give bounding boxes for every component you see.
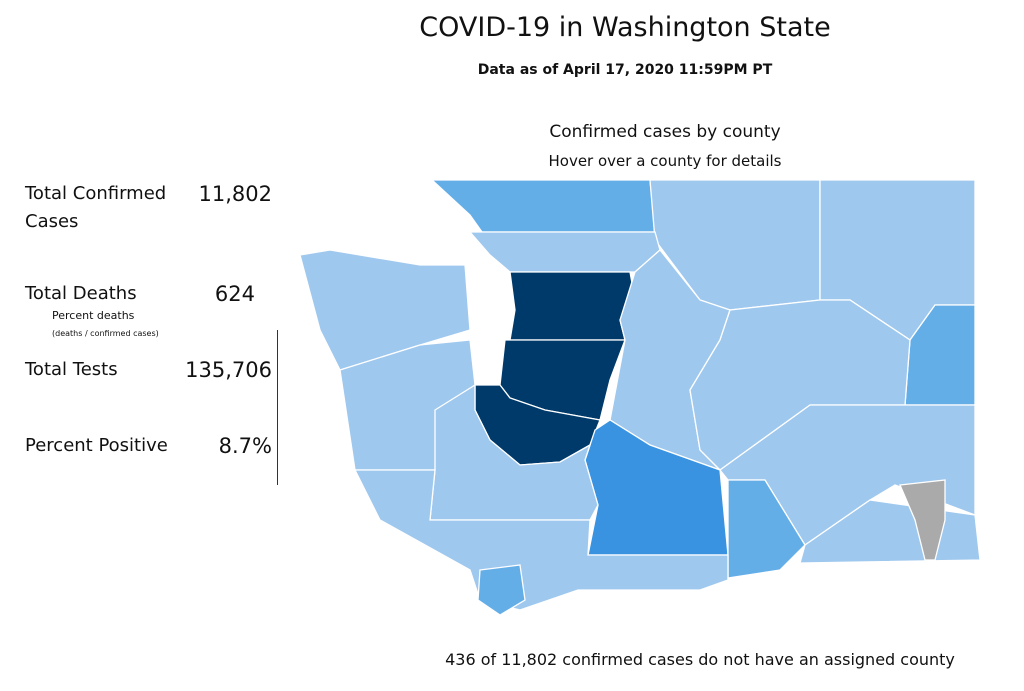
county[interactable] xyxy=(429,383,599,521)
county[interactable] xyxy=(299,249,471,371)
map-title: Confirmed cases by county xyxy=(549,122,781,142)
map-subtitle: Hover over a county for details xyxy=(548,152,782,170)
stat-label: Percent Positive xyxy=(25,435,168,456)
county[interactable] xyxy=(727,479,806,579)
subtitle: Data as of April 17, 2020 11:59PM PT xyxy=(477,62,773,78)
county[interactable] xyxy=(689,299,911,471)
county[interactable] xyxy=(477,564,526,616)
stat-label: Total Confirmed Cases xyxy=(25,183,167,232)
stat-value: 135,706 xyxy=(185,358,272,382)
county[interactable] xyxy=(904,304,976,406)
county[interactable] xyxy=(468,231,661,273)
county[interactable] xyxy=(584,419,729,556)
divider xyxy=(277,330,278,485)
stat-value: 8.7% xyxy=(218,434,272,458)
stat-note: Percent deaths xyxy=(52,309,135,322)
stat-note: (deaths / confirmed cases) xyxy=(52,329,159,338)
county[interactable] xyxy=(819,179,976,341)
footnote: 436 of 11,802 confirmed cases do not hav… xyxy=(445,650,955,669)
title: COVID-19 in Washington State xyxy=(419,12,831,43)
county[interactable] xyxy=(649,179,821,311)
county[interactable] xyxy=(899,479,946,561)
stat-label: Total Tests xyxy=(25,359,118,380)
stat-value: 11,802 xyxy=(198,182,272,206)
county[interactable] xyxy=(474,384,601,466)
county[interactable] xyxy=(499,339,626,421)
county[interactable] xyxy=(430,179,656,233)
stat-value: 624 xyxy=(214,282,255,306)
county[interactable] xyxy=(799,499,981,564)
county[interactable] xyxy=(609,249,731,471)
county[interactable] xyxy=(719,404,976,546)
county[interactable] xyxy=(353,469,729,611)
county[interactable] xyxy=(509,271,636,341)
county[interactable] xyxy=(339,339,476,471)
stat-label: Total Deaths xyxy=(25,283,137,304)
